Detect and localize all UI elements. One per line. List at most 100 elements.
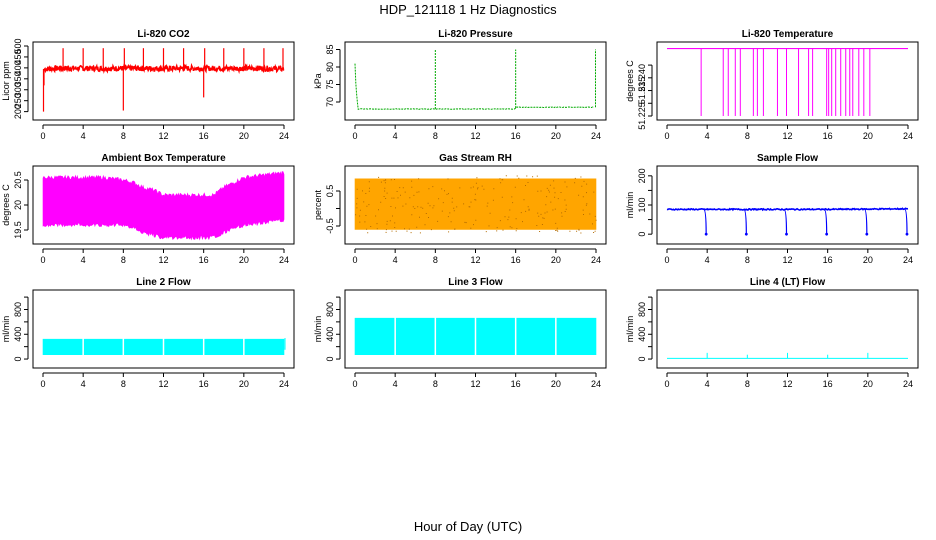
x-tick-label: 12 (158, 131, 168, 141)
panel-0: Li-820 CO2 Licor ppm 0 4 8 12 16 20 24 2002503003… (1, 29, 295, 141)
y-tick-label: 400 (637, 327, 647, 342)
x-tick-label: 8 (121, 255, 126, 265)
x-tick-label: 16 (199, 131, 209, 141)
y-tick-label: 19.5 (13, 221, 23, 239)
x-tick-label: 8 (745, 131, 750, 141)
y-tick-label: 800 (13, 302, 23, 317)
y-tick-label: 85 (325, 44, 335, 54)
x-tick-label: 4 (81, 131, 86, 141)
series-dip (703, 208, 707, 235)
panel-3: Ambient Box Temperature degrees C 0 4 8 12 16 2… (1, 153, 295, 265)
y-tick-label: 400 (13, 60, 23, 75)
series-dip-point (825, 232, 829, 236)
series-dip (863, 208, 868, 235)
panel-title: Sample Flow (757, 153, 818, 164)
panel-2: Li-820 Temperature degrees C 0 4 8 12 16 20 24 51… (625, 29, 919, 141)
y-tick-label: 800 (325, 302, 335, 317)
y-tick-label: 0 (637, 232, 647, 237)
x-tick-label: 24 (591, 379, 601, 389)
y-tick-label: 300 (13, 82, 23, 97)
x-tick-label: 0 (352, 379, 357, 389)
x-tick-label: 12 (782, 379, 792, 389)
plot-frame (32, 289, 295, 369)
series-dip (783, 208, 788, 235)
x-tick-label: 4 (393, 379, 398, 389)
x-tick-label: 0 (352, 255, 357, 265)
y-tick-label: 500 (13, 38, 23, 53)
x-tick-label: 16 (199, 379, 209, 389)
series-line (44, 62, 285, 75)
x-tick-label: 4 (81, 379, 86, 389)
figure-title: HDP_121118 1 Hz Diagnostics (379, 2, 557, 17)
series-band (354, 178, 597, 230)
y-tick-label: 51.235 (637, 77, 647, 105)
panel-8: Line 4 (LT) Flow ml/min 0 4 8 12 16 20 24 0 400 800 (625, 277, 919, 389)
series-dip-point (744, 232, 748, 236)
y-tick-label: -0.5 (325, 218, 335, 234)
x-tick-label: 16 (199, 255, 209, 265)
x-tick-label: 4 (81, 255, 86, 265)
figure-x-axis-label: Hour of Day (UTC) (414, 519, 522, 534)
x-tick-label: 8 (121, 379, 126, 389)
series-band (42, 171, 285, 241)
series-dip (904, 208, 908, 235)
x-tick-label: 12 (782, 255, 792, 265)
x-tick-label: 8 (433, 131, 438, 141)
panel-title: Li-820 CO2 (137, 29, 190, 40)
x-tick-label: 16 (511, 131, 521, 141)
y-tick-label: 250 (13, 93, 23, 108)
series-line (666, 207, 909, 212)
x-tick-label: 8 (433, 255, 438, 265)
x-tick-label: 12 (470, 131, 480, 141)
y-tick-label: 80 (325, 62, 335, 72)
y-tick-label: 75 (325, 79, 335, 89)
x-tick-label: 4 (393, 255, 398, 265)
x-tick-label: 24 (903, 255, 913, 265)
x-tick-label: 8 (121, 131, 126, 141)
x-tick-label: 12 (470, 379, 480, 389)
panel-title: Line 2 Flow (136, 277, 191, 288)
y-tick-label: 51.225 (637, 102, 647, 130)
x-tick-label: 20 (551, 131, 561, 141)
y-tick-label: 200 (637, 168, 647, 183)
x-tick-label: 12 (782, 131, 792, 141)
panel-title: Li-820 Temperature (742, 29, 834, 40)
x-tick-label: 8 (745, 379, 750, 389)
x-tick-label: 20 (239, 131, 249, 141)
panel-title: Ambient Box Temperature (101, 153, 226, 164)
y-tick-label: 70 (325, 97, 335, 107)
x-tick-label: 20 (551, 379, 561, 389)
panel-title: Gas Stream RH (439, 153, 512, 164)
x-tick-label: 16 (823, 131, 833, 141)
y-axis-label: kPa (313, 73, 323, 89)
x-tick-label: 0 (664, 379, 669, 389)
x-tick-label: 12 (158, 255, 168, 265)
series-dip-point (905, 232, 909, 236)
y-tick-label: 0 (325, 357, 335, 362)
y-tick-label: 51.240 (637, 64, 647, 92)
series-dip (743, 208, 747, 235)
y-tick-label: 400 (325, 327, 335, 342)
y-tick-label: 350 (13, 71, 23, 86)
series-line (354, 63, 594, 110)
panel-title: Line 4 (LT) Flow (750, 277, 826, 288)
panel-4: Gas Stream RH percent 0 4 8 12 16 20 24 -0.5 0.5 (313, 153, 607, 265)
plot-frame (344, 41, 607, 121)
y-axis-label: ml/min (625, 316, 635, 343)
y-axis-label: ml/min (313, 316, 323, 343)
x-tick-label: 20 (239, 379, 249, 389)
x-tick-label: 20 (239, 255, 249, 265)
series-dip-point (785, 232, 788, 236)
y-axis-label: ml/min (625, 192, 635, 219)
plot-frame (656, 41, 919, 121)
x-tick-label: 20 (551, 255, 561, 265)
y-axis-label: Licor ppm (1, 61, 11, 101)
x-tick-label: 4 (393, 131, 398, 141)
x-tick-label: 12 (470, 255, 480, 265)
panel-7: Line 3 Flow ml/min 0 4 8 12 16 20 24 0 400 800 (313, 277, 607, 389)
x-tick-label: 24 (591, 255, 601, 265)
panel-6: Line 2 Flow ml/min 0 4 8 12 16 20 24 0 400 800 (1, 277, 295, 389)
y-axis-label: degrees C (625, 60, 635, 102)
plot-frame (656, 165, 919, 245)
x-tick-label: 24 (903, 379, 913, 389)
